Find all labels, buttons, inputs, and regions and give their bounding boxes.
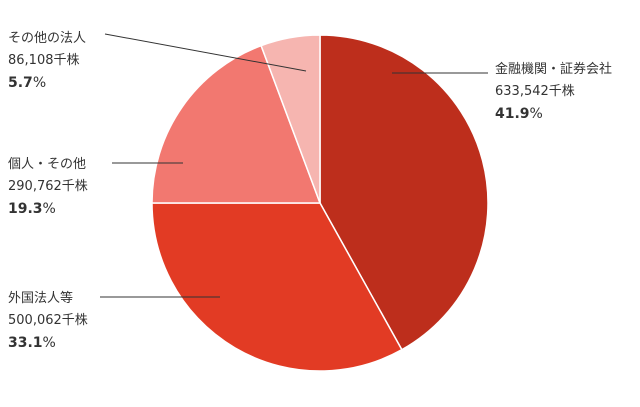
leader-line-other-corporations [104, 33, 307, 72]
slice-percent-unit: % [42, 335, 56, 351]
pie-slice-individuals-other [151, 44, 322, 204]
slice-percent-value: 19.3 [8, 201, 43, 217]
slice-percent: 33.1% [8, 336, 88, 350]
slice-name: 個人・その他 [8, 157, 87, 172]
label-foreign-corporations: 外国法人等 500,062千株 33.1% [8, 292, 88, 350]
label-financial-institutions: 金融機関・証券会社 633,542千株 41.9% [495, 63, 612, 121]
slice-shares: 500,062千株 [8, 313, 88, 328]
slice-percent: 5.7% [8, 76, 86, 90]
slice-percent-value: 33.1 [8, 335, 43, 351]
slice-percent-value: 41.9 [495, 106, 530, 122]
slice-name: その他の法人 [8, 31, 87, 46]
slice-name: 金融機関・証券会社 [495, 62, 613, 77]
pie-slice-financial-institutions [319, 34, 489, 351]
leader-lines [100, 33, 488, 298]
pie-slices [151, 34, 489, 372]
slice-shares: 86,108千株 [8, 53, 80, 68]
label-individuals-other: 個人・その他 290,762千株 19.3% [8, 158, 88, 216]
slice-percent: 41.9% [495, 107, 612, 121]
slice-shares: 633,542千株 [495, 84, 575, 99]
slice-name: 外国法人等 [8, 291, 74, 306]
slice-percent-value: 5.7 [8, 75, 33, 91]
slice-percent-unit: % [32, 75, 47, 91]
slice-percent-unit: % [529, 106, 543, 122]
pie-slice-other-corporations [260, 34, 321, 204]
slice-shares: 290,762千株 [8, 179, 88, 194]
slice-percent-unit: % [42, 201, 56, 217]
label-other-corporations: その他の法人 86,108千株 5.7% [8, 32, 86, 90]
slice-percent: 19.3% [8, 202, 88, 216]
pie-slice-foreign-corporations [151, 202, 403, 372]
